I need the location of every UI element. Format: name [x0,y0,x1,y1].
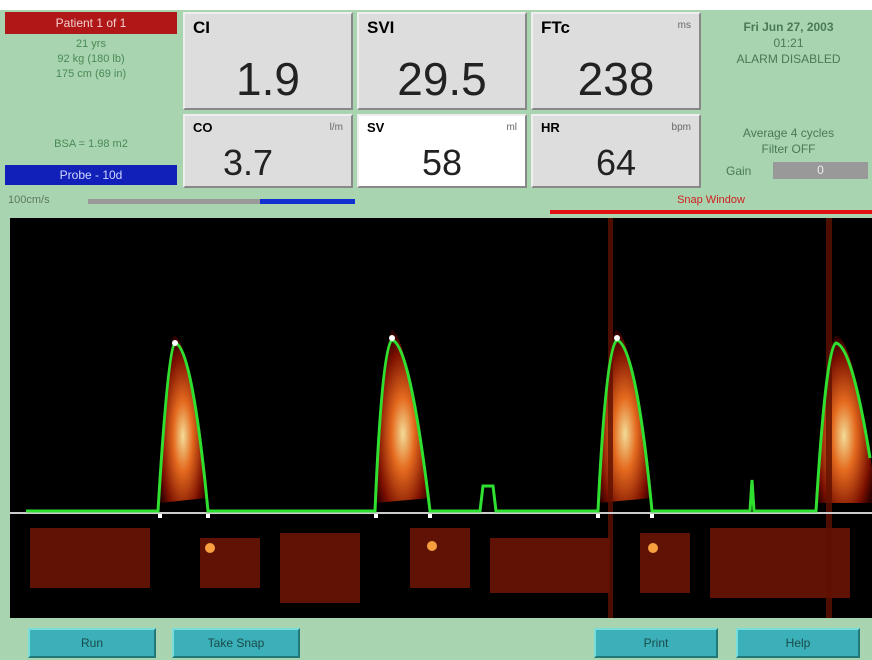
tile: FTc ms 238 [531,12,701,110]
tile-label: SVI [367,18,394,38]
tile-label: CI [193,18,210,38]
tile: SV ml 58 [357,114,527,188]
age: 21 yrs [5,38,177,50]
tile-value: 1.9 [185,52,351,106]
tile-value: 238 [533,52,699,106]
run-button[interactable]: Run [28,628,156,658]
tile-value: 3.7 [145,142,351,184]
doppler-display [10,218,872,618]
tile-value: 29.5 [359,52,525,106]
help-button[interactable]: Help [736,628,860,658]
tile-unit: bpm [672,122,691,133]
tile: SVI 29.5 [357,12,527,110]
gain-label: Gain [726,164,751,178]
tile-unit: ms [678,20,691,31]
take-snap-button[interactable]: Take Snap [172,628,300,658]
scale-slider[interactable] [88,199,355,204]
height: 175 cm (69 in) [5,68,177,80]
tile-value: 64 [533,142,699,184]
tile-label: HR [541,120,560,135]
tile-label: FTc [541,18,570,38]
snap-window: Snap Window [550,194,872,206]
monitor: Patient 1 of 1 21 yrs 92 kg (180 lb) 175… [0,10,872,660]
tile-unit: ml [506,122,517,133]
tile-value: 58 [359,142,525,184]
tile-label: CO [193,120,213,135]
tile-unit: l/m [330,122,343,133]
average: Average 4 cycles [705,126,872,140]
tile: HR bpm 64 [531,114,701,188]
alarm: ALARM DISABLED [705,52,872,66]
patient-header: Patient 1 of 1 [5,12,177,34]
scale-label: 100cm/s [8,194,50,206]
tile: CI 1.9 [183,12,353,110]
time: 01:21 [705,36,872,50]
snap-bar [550,210,872,214]
print-button[interactable]: Print [594,628,718,658]
date: Fri Jun 27, 2003 [705,20,872,34]
weight: 92 kg (180 lb) [5,53,177,65]
filter: Filter OFF [705,142,872,156]
tile-label: SV [367,120,384,135]
gain-value: 0 [773,162,868,179]
